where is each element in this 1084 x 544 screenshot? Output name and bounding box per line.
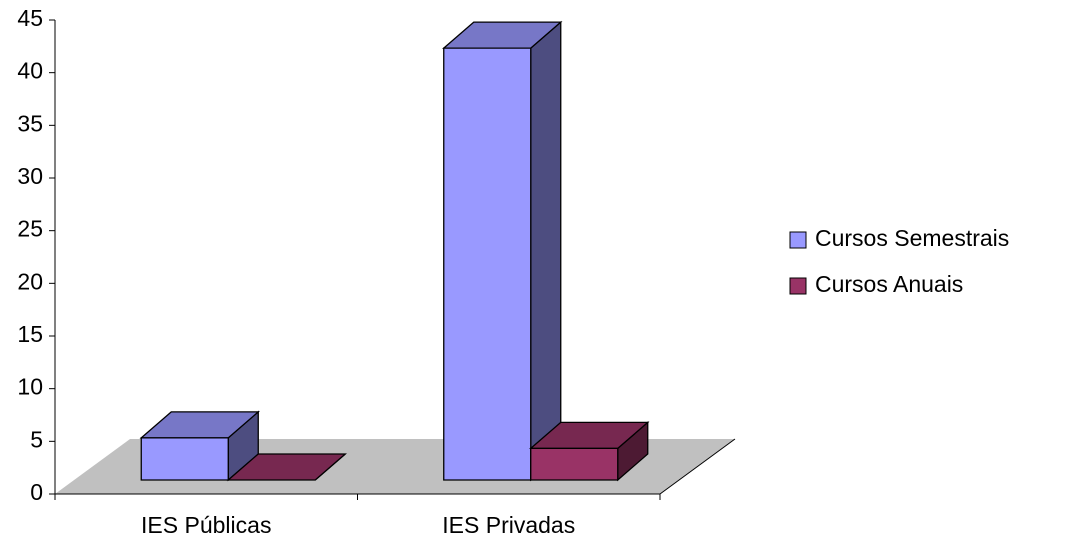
bar-top	[226, 453, 347, 481]
y-tick-label: 35	[17, 110, 43, 136]
legend-label: Cursos Semestrais	[815, 225, 1009, 251]
legend-label: Cursos Anuais	[815, 271, 963, 297]
bar-side	[530, 20, 562, 482]
y-tick-label: 5	[30, 426, 43, 452]
y-tick-label: 40	[17, 58, 43, 84]
bar-front	[140, 437, 229, 481]
y-tick-label: 0	[30, 479, 43, 505]
bar	[442, 20, 563, 482]
legend-swatch	[789, 231, 807, 249]
y-tick-label: 20	[17, 268, 43, 294]
floor-edge	[659, 438, 736, 495]
y-tick-label: 15	[17, 321, 43, 347]
bar-front	[443, 47, 532, 481]
y-tick-label: 25	[17, 216, 43, 242]
bar-front	[530, 447, 619, 481]
y-tick-label: 30	[17, 163, 43, 189]
bar	[226, 453, 347, 481]
y-tick-label: 45	[17, 5, 43, 31]
x-tick-label: IES Privadas	[442, 512, 575, 538]
y-tick-label: 10	[17, 374, 43, 400]
x-tick-label: IES Públicas	[141, 512, 271, 538]
legend-swatch	[789, 277, 807, 295]
bar	[529, 420, 650, 482]
